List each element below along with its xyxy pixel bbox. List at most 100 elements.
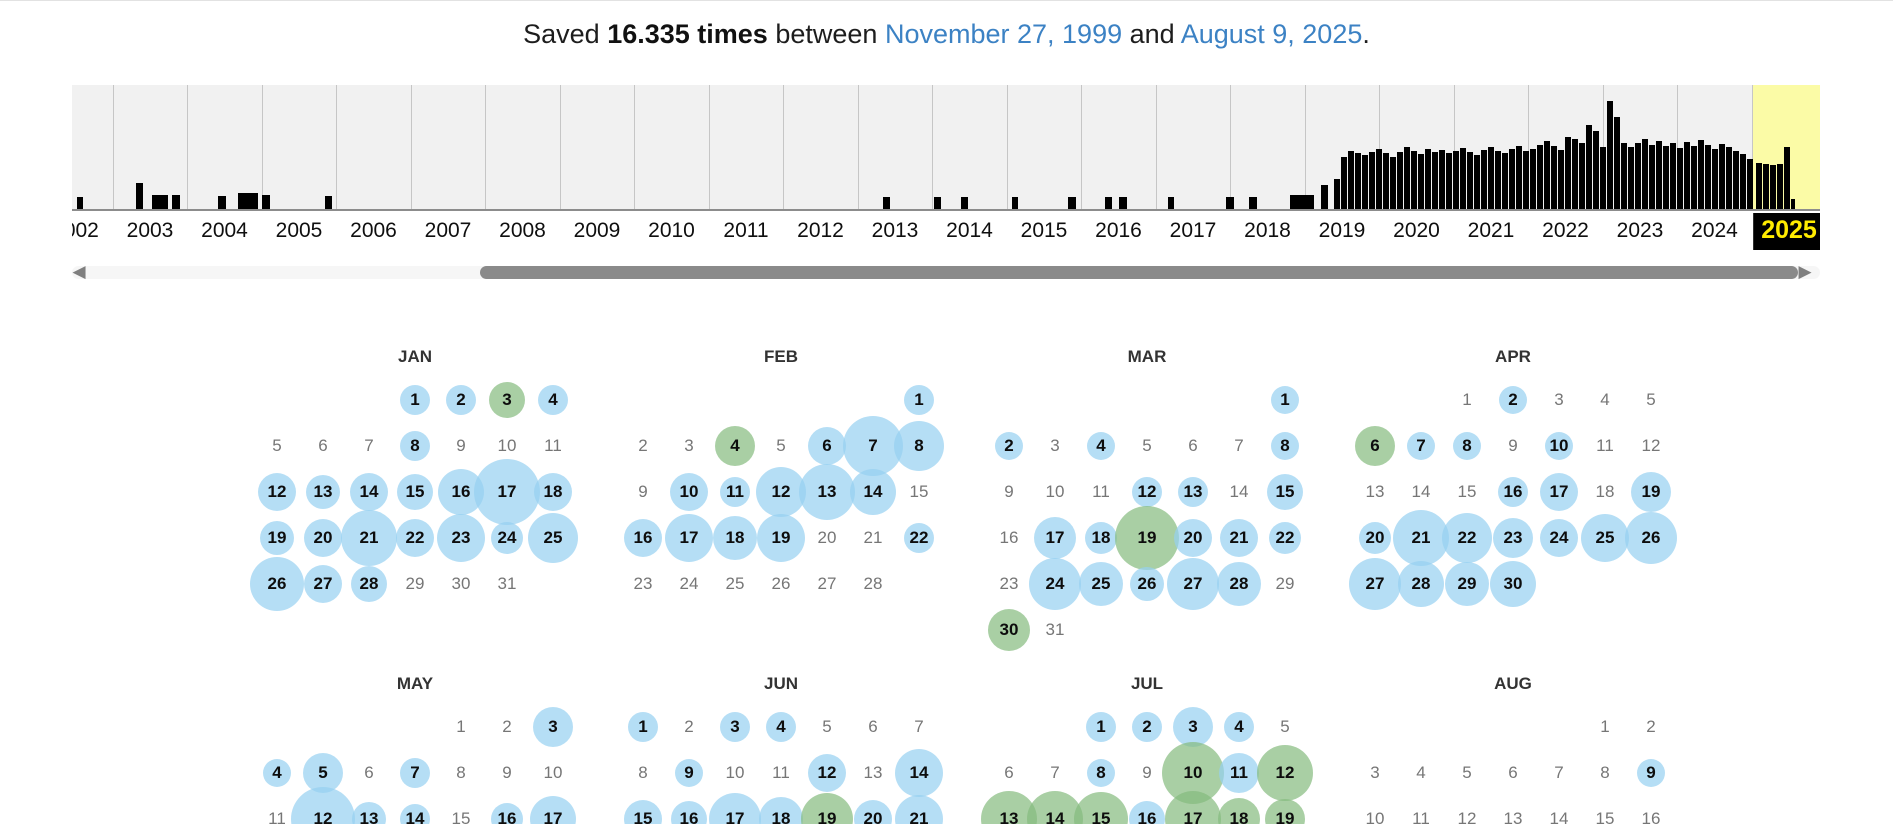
calendar-day[interactable]: 20 [300, 515, 346, 561]
capture-circle[interactable] [1355, 426, 1395, 466]
capture-circle[interactable] [400, 385, 430, 415]
capture-circle[interactable] [263, 759, 291, 787]
year-label[interactable]: 2008 [499, 219, 546, 242]
capture-circle[interactable] [1167, 558, 1219, 610]
calendar-day[interactable]: 20 [850, 796, 896, 824]
calendar-day[interactable]: 22 [392, 515, 438, 561]
capture-circle[interactable] [808, 427, 846, 465]
capture-circle[interactable] [624, 800, 662, 824]
calendar-day[interactable]: 4 [254, 750, 300, 796]
calendar-day[interactable]: 2 [1490, 377, 1536, 423]
capture-circle[interactable] [1540, 473, 1578, 511]
capture-circle[interactable] [534, 473, 572, 511]
capture-circle[interactable] [1174, 519, 1212, 557]
first-capture-date-link[interactable]: November 27, 1999 [884, 19, 1123, 49]
year-label[interactable]: 2002 [72, 219, 99, 242]
calendar-day[interactable]: 16 [620, 515, 666, 561]
capture-circle[interactable] [1087, 432, 1115, 460]
calendar-day[interactable]: 10 [1536, 423, 1582, 469]
capture-circle[interactable] [538, 385, 568, 415]
capture-circle[interactable] [628, 712, 658, 742]
calendar-day[interactable]: 21 [895, 795, 943, 824]
capture-circle[interactable] [624, 519, 662, 557]
capture-circle[interactable] [533, 707, 573, 747]
calendar-day[interactable]: 26 [1124, 561, 1170, 607]
capture-circle[interactable] [675, 759, 703, 787]
capture-circle[interactable] [304, 519, 342, 557]
calendar-day[interactable]: 5 [300, 750, 346, 796]
capture-circle[interactable] [1445, 562, 1489, 606]
capture-circle[interactable] [756, 467, 806, 517]
calendar-day[interactable]: 12 [1257, 745, 1313, 801]
year-label[interactable]: 2015 [1020, 219, 1068, 242]
capture-circle[interactable] [1220, 519, 1258, 557]
capture-circle[interactable] [306, 475, 340, 509]
calendar-day[interactable]: 6 [804, 423, 850, 469]
calendar-day[interactable]: 23 [1490, 515, 1536, 561]
calendar-day[interactable]: 8 [1444, 423, 1490, 469]
calendar-day[interactable]: 21 [1393, 510, 1449, 566]
calendar-day[interactable]: 17 [1536, 469, 1582, 515]
calendar-day[interactable]: 17 [1165, 791, 1221, 824]
capture-circle[interactable] [1267, 474, 1303, 510]
calendar-day[interactable]: 4 [1216, 704, 1262, 750]
capture-circle[interactable] [895, 749, 943, 797]
capture-circle[interactable] [988, 609, 1030, 651]
calendar-day[interactable]: 20 [1352, 515, 1398, 561]
calendar-day[interactable]: 8 [1078, 750, 1124, 796]
calendar-day[interactable]: 27 [1349, 558, 1401, 610]
calendar-day[interactable]: 25 [1078, 561, 1124, 607]
calendar-day[interactable]: 16 [484, 796, 530, 824]
calendar-day[interactable]: 9 [666, 750, 712, 796]
capture-circle[interactable] [1271, 386, 1299, 414]
capture-circle[interactable] [303, 753, 343, 793]
capture-circle[interactable] [1086, 712, 1116, 742]
calendar-day[interactable]: 12 [804, 750, 850, 796]
capture-circle[interactable] [670, 473, 708, 511]
calendar-day[interactable]: 13 [346, 796, 392, 824]
calendar-day[interactable]: 8 [1262, 423, 1308, 469]
capture-circle[interactable] [400, 758, 430, 788]
year-label[interactable]: 2003 [126, 219, 174, 242]
capture-circle[interactable] [1637, 759, 1665, 787]
calendar-day[interactable]: 23 [437, 514, 485, 562]
calendar-day[interactable]: 8 [392, 423, 438, 469]
calendar-day[interactable]: 11 [712, 469, 758, 515]
capture-circle[interactable] [904, 523, 934, 553]
calendar-day[interactable]: 7 [843, 416, 903, 476]
capture-circle[interactable] [808, 754, 846, 792]
capture-circle[interactable] [1540, 519, 1578, 557]
capture-circle[interactable] [1581, 514, 1629, 562]
capture-circle[interactable] [671, 801, 707, 824]
year-label[interactable]: 2019 [1318, 219, 1366, 242]
capture-circle[interactable] [854, 800, 892, 824]
capture-circle[interactable] [766, 712, 796, 742]
calendar-day[interactable]: 19 [801, 793, 853, 824]
capture-circle[interactable] [995, 432, 1023, 460]
calendar-day[interactable]: 13 [799, 464, 855, 520]
capture-circle[interactable] [397, 474, 433, 510]
calendar-day[interactable]: 30 [986, 607, 1032, 653]
capture-circle[interactable] [1224, 712, 1254, 742]
calendar-day[interactable]: 15 [620, 796, 666, 824]
calendar-day[interactable]: 9 [1628, 750, 1674, 796]
calendar-day[interactable]: 10 [666, 469, 712, 515]
calendar-day[interactable]: 25 [1581, 514, 1629, 562]
calendar-day[interactable]: 18 [758, 796, 804, 824]
calendar-day[interactable]: 17 [665, 514, 713, 562]
capture-circle[interactable] [400, 804, 430, 824]
year-label[interactable]: 2017 [1169, 219, 1217, 242]
calendar-day[interactable]: 15 [1262, 469, 1308, 515]
capture-circle[interactable] [1217, 562, 1261, 606]
calendar-day[interactable]: 26 [250, 557, 304, 611]
calendar-day[interactable]: 28 [1398, 561, 1444, 607]
calendar-day[interactable]: 13 [1170, 469, 1216, 515]
year-label[interactable]: 2020 [1393, 219, 1440, 242]
year-label[interactable]: 2013 [871, 219, 919, 242]
capture-circle[interactable] [757, 514, 805, 562]
capture-circle[interactable] [715, 426, 755, 466]
calendar-day[interactable]: 20 [1170, 515, 1216, 561]
calendar-day[interactable]: 8 [894, 421, 944, 471]
capture-circle[interactable] [400, 431, 430, 461]
year-label[interactable]: 2004 [201, 219, 248, 242]
